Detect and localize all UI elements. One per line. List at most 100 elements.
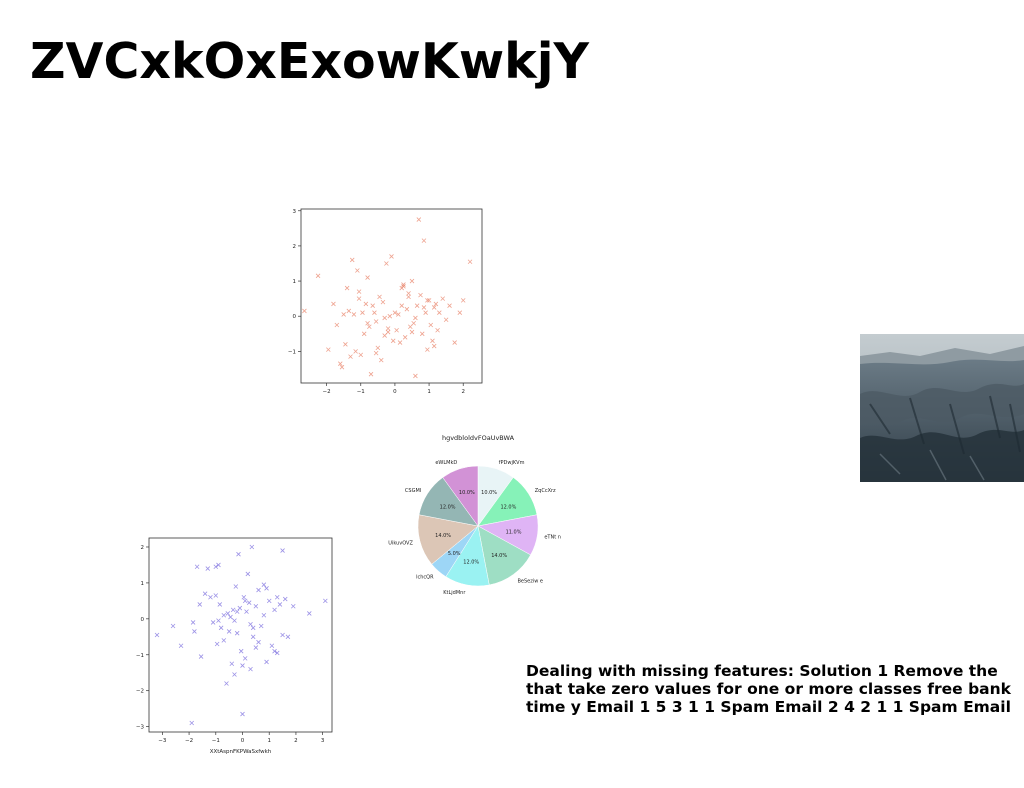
scatter-orange-point [420, 332, 424, 336]
scatter-blue-point [257, 588, 261, 592]
scatter-orange-point [350, 258, 354, 262]
scatter-blue-point [257, 640, 261, 644]
page-title: ZVCxkOxExowKwkjY [30, 30, 589, 94]
pie-chart: hgvdbloldvFOaUvBWA10.0%fPDwjKVm12.0%ZqCc… [384, 428, 564, 618]
scatter-blue-point [249, 622, 253, 626]
scatter-orange-x-tick-label: −2 [323, 389, 331, 395]
scatter-orange-point [429, 323, 433, 327]
scatter-blue-point [281, 633, 285, 637]
scatter-blue-point [245, 610, 249, 614]
scatter-blue-point [283, 597, 287, 601]
scatter-orange-point [378, 295, 382, 299]
scatter-blue-point [195, 565, 199, 569]
pie-slice-label: BeSeziw e [517, 578, 543, 584]
scatter-orange-point [384, 261, 388, 265]
landscape-photo [860, 334, 1024, 482]
scatter-orange-point [359, 353, 363, 357]
scatter-blue-point [190, 721, 194, 725]
scatter-orange-point [453, 341, 457, 345]
scatter-orange-point [403, 335, 407, 339]
scatter-blue-point [226, 611, 230, 615]
pie-slice-label: UikuvOVZ [388, 541, 413, 547]
scatter-blue-point [278, 602, 282, 606]
scatter-blue-point [291, 604, 295, 608]
scatter-orange-x-tick-label: −1 [357, 389, 365, 395]
scatter-blue-point [222, 613, 226, 617]
caption-text: Dealing with missing features: Solution … [526, 662, 1024, 716]
scatter-blue-point [254, 604, 258, 608]
scatter-orange-point [343, 342, 347, 346]
scatter-orange-y-tick-label: 0 [293, 314, 297, 320]
scatter-blue-point [230, 662, 234, 666]
scatter-blue-point [239, 649, 243, 653]
scatter-chart-blue: −3 −2 −1 0 1 2 3 −3 −2 −1 0 1 2 XXtAspnFKPWaSxfwkh uFY… [128, 530, 348, 760]
pie-percent-label: 10.0% [459, 490, 475, 496]
pie-slice-label: lchcQR [416, 574, 434, 580]
scatter-orange-point [437, 311, 441, 315]
pie-percent-label: 10.0% [481, 490, 497, 496]
scatter-orange-point [364, 302, 368, 306]
scatter-blue-y-tick-label: −1 [136, 653, 144, 659]
scatter-orange-point [352, 312, 356, 316]
scatter-orange-point [413, 374, 417, 378]
scatter-orange-point [410, 279, 414, 283]
scatter-orange-point [410, 330, 414, 334]
scatter-blue-x-tick-label: 3 [321, 738, 325, 744]
scatter-blue-point [232, 619, 236, 623]
scatter-orange-y-tick-label: 1 [293, 279, 297, 285]
scatter-blue-point [215, 642, 219, 646]
scatter-orange-point [379, 358, 383, 362]
scatter-blue-point [262, 583, 266, 587]
scatter-blue-x-tick-label: 1 [267, 738, 271, 744]
scatter-orange-point [383, 316, 387, 320]
pie-slice-label: eWLMkD [435, 460, 457, 466]
scatter-orange-point [461, 298, 465, 302]
scatter-orange-y-tick-label: 2 [293, 244, 297, 250]
scatter-blue-point [254, 646, 258, 650]
scatter-orange-point [391, 339, 395, 343]
scatter-orange-point [390, 254, 394, 258]
scatter-blue-point [273, 608, 277, 612]
scatter-blue-y-tick-label: 1 [141, 581, 145, 587]
scatter-blue-point [234, 585, 238, 589]
scatter-orange-x-tick-label: 2 [461, 389, 465, 395]
scatter-orange-y-tick-label: 3 [293, 209, 297, 215]
pie-slice-label: fPDwjKVm [499, 460, 525, 466]
pie-percent-label: 12.0% [440, 505, 456, 511]
scatter-blue-y-tick-label: −3 [136, 725, 145, 731]
scatter-orange-point [407, 295, 411, 299]
scatter-orange-point [395, 328, 399, 332]
scatter-orange-point [374, 319, 378, 323]
scatter-orange-point [342, 312, 346, 316]
pie-slice-label: KtLjdMnr [443, 590, 466, 596]
pie-percent-label: 12.0% [463, 559, 479, 565]
scatter-orange-point [349, 355, 353, 359]
scatter-orange-point [415, 304, 419, 308]
scatter-orange-x-tick-label: 1 [427, 389, 431, 395]
scatter-orange-point [432, 344, 436, 348]
pie-percent-label: 14.0% [435, 533, 451, 539]
scatter-blue-point [199, 655, 203, 659]
scatter-blue-point [275, 595, 279, 599]
scatter-orange-point [347, 309, 351, 313]
scatter-orange-point [383, 334, 387, 338]
scatter-orange-point [372, 311, 376, 315]
scatter-orange-point [388, 314, 392, 318]
scatter-blue-point [270, 644, 274, 648]
scatter-orange-point [417, 218, 421, 222]
scatter-blue-axes-frame [149, 538, 332, 732]
scatter-blue-point [259, 624, 263, 628]
scatter-orange-point [412, 321, 416, 325]
scatter-orange-point [381, 300, 385, 304]
scatter-blue-point [232, 673, 236, 677]
scatter-blue-point [216, 619, 220, 623]
scatter-orange-x-tick-label: 0 [393, 389, 397, 395]
scatter-blue-x-axis-label: XXtAspnFKPWaSxfwkh [210, 749, 272, 755]
scatter-blue-point [242, 595, 246, 599]
scatter-orange-point [345, 286, 349, 290]
scatter-blue-point [231, 608, 235, 612]
scatter-orange-point [422, 305, 426, 309]
scatter-blue-point [211, 620, 215, 624]
pie-slice-label: ZqCcXrz [535, 488, 556, 494]
scatter-blue-point [235, 631, 239, 635]
